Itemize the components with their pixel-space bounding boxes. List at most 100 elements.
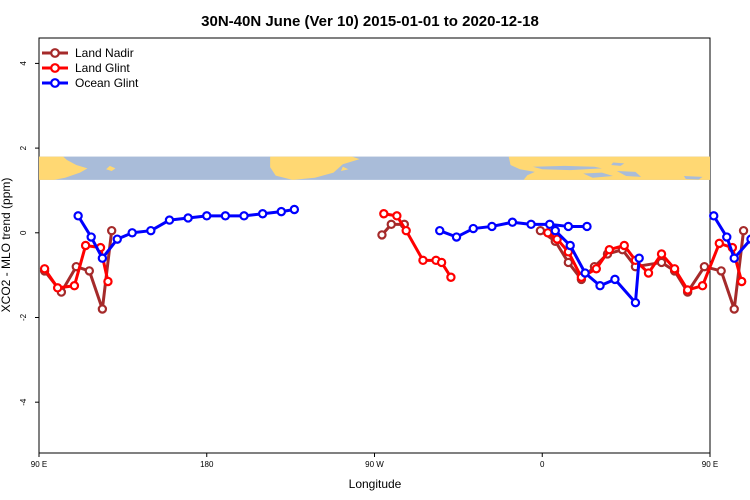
data-point <box>552 234 562 244</box>
data-point <box>73 211 83 221</box>
data-point <box>276 206 287 217</box>
data-point <box>656 257 667 268</box>
data-point <box>619 240 629 251</box>
x-axis: 90 E 180 90 W 0 90 E <box>31 453 718 469</box>
y-tick-label: 0 <box>19 230 28 235</box>
y-axis-label: XCO2 - MLO trend (ppm) <box>0 178 13 313</box>
map-water-2 <box>616 170 642 177</box>
data-point <box>377 230 387 240</box>
map-water-4 <box>683 176 703 180</box>
data-point <box>97 253 108 263</box>
y-tick-label: 4 <box>19 61 28 66</box>
data-point <box>112 234 122 244</box>
data-point <box>746 234 750 244</box>
data-point <box>729 253 739 263</box>
series-line <box>546 231 744 292</box>
data-point <box>643 268 654 278</box>
data-point <box>669 264 680 274</box>
series-ocean-glint <box>73 204 750 308</box>
data-point <box>379 209 389 219</box>
x-tick-label: 0 <box>540 460 545 469</box>
data-point <box>634 253 644 263</box>
data-point <box>97 304 108 314</box>
data-point <box>582 221 592 232</box>
data-point <box>451 232 462 242</box>
data-point <box>239 211 249 221</box>
series-land-nadir <box>39 219 749 314</box>
data-point <box>545 219 555 230</box>
data-point <box>289 204 300 215</box>
data-point <box>164 215 175 225</box>
data-point <box>563 221 574 232</box>
data-point <box>436 257 447 268</box>
x-axis-label: Longitude <box>349 477 402 491</box>
data-point <box>682 285 693 295</box>
data-point <box>656 249 667 259</box>
data-point <box>697 281 708 291</box>
x-tick-label: 90 E <box>702 460 718 469</box>
y-tick-label: 2 <box>19 145 28 150</box>
legend-label: Land Glint <box>75 61 130 75</box>
data-point <box>468 223 478 234</box>
map-land-0 <box>39 156 88 180</box>
map-water-1 <box>611 162 625 166</box>
data-point <box>146 225 156 236</box>
data-point <box>526 219 536 230</box>
data-point <box>709 211 719 221</box>
x-tick-label: 180 <box>200 460 214 469</box>
data-point <box>722 232 732 242</box>
legend-item: Ocean Glint <box>42 76 139 90</box>
data-point <box>604 245 615 255</box>
data-point <box>386 219 396 230</box>
data-point <box>630 297 641 308</box>
data-point <box>183 213 193 223</box>
data-point <box>714 238 725 249</box>
data-point <box>595 281 605 291</box>
data-point <box>543 228 553 238</box>
data-point <box>39 264 50 274</box>
data-point <box>738 225 749 236</box>
data-point <box>580 268 590 278</box>
data-point <box>84 266 95 276</box>
data-point <box>257 209 268 219</box>
legend-label: Ocean Glint <box>75 76 139 90</box>
data-point <box>736 276 747 287</box>
data-point <box>103 276 113 287</box>
data-point <box>202 211 212 221</box>
data-point <box>220 211 231 221</box>
x-tick-label: 90 W <box>365 460 384 469</box>
data-point <box>535 225 546 236</box>
data-point <box>418 255 428 266</box>
legend-swatch-marker <box>50 78 60 88</box>
data-point <box>563 257 574 268</box>
data-point <box>86 232 96 242</box>
data-point <box>69 281 80 291</box>
data-point <box>435 225 445 236</box>
data-point <box>127 228 137 238</box>
legend-label: Land Nadir <box>75 46 134 60</box>
legend-swatch-marker <box>50 63 60 73</box>
series-land-glint <box>39 209 747 295</box>
series-layer <box>39 204 750 314</box>
world-map-band <box>39 156 710 180</box>
legend-item: Land Nadir <box>42 46 134 60</box>
data-point <box>610 274 620 285</box>
data-point <box>392 211 402 221</box>
series-line <box>712 215 750 260</box>
map-land-4 <box>508 156 710 180</box>
data-point <box>52 283 63 293</box>
data-point <box>699 261 710 272</box>
data-point <box>487 221 497 232</box>
x-tick-label: 90 E <box>31 460 47 469</box>
data-point <box>591 264 602 274</box>
map-water-0 <box>532 165 602 171</box>
data-point <box>401 225 411 236</box>
data-point <box>729 304 739 314</box>
data-point <box>716 266 726 276</box>
data-point <box>507 217 518 227</box>
y-tick-label: -2 <box>19 313 28 321</box>
legend-swatch-marker <box>50 48 60 58</box>
map-water-3 <box>583 172 614 178</box>
